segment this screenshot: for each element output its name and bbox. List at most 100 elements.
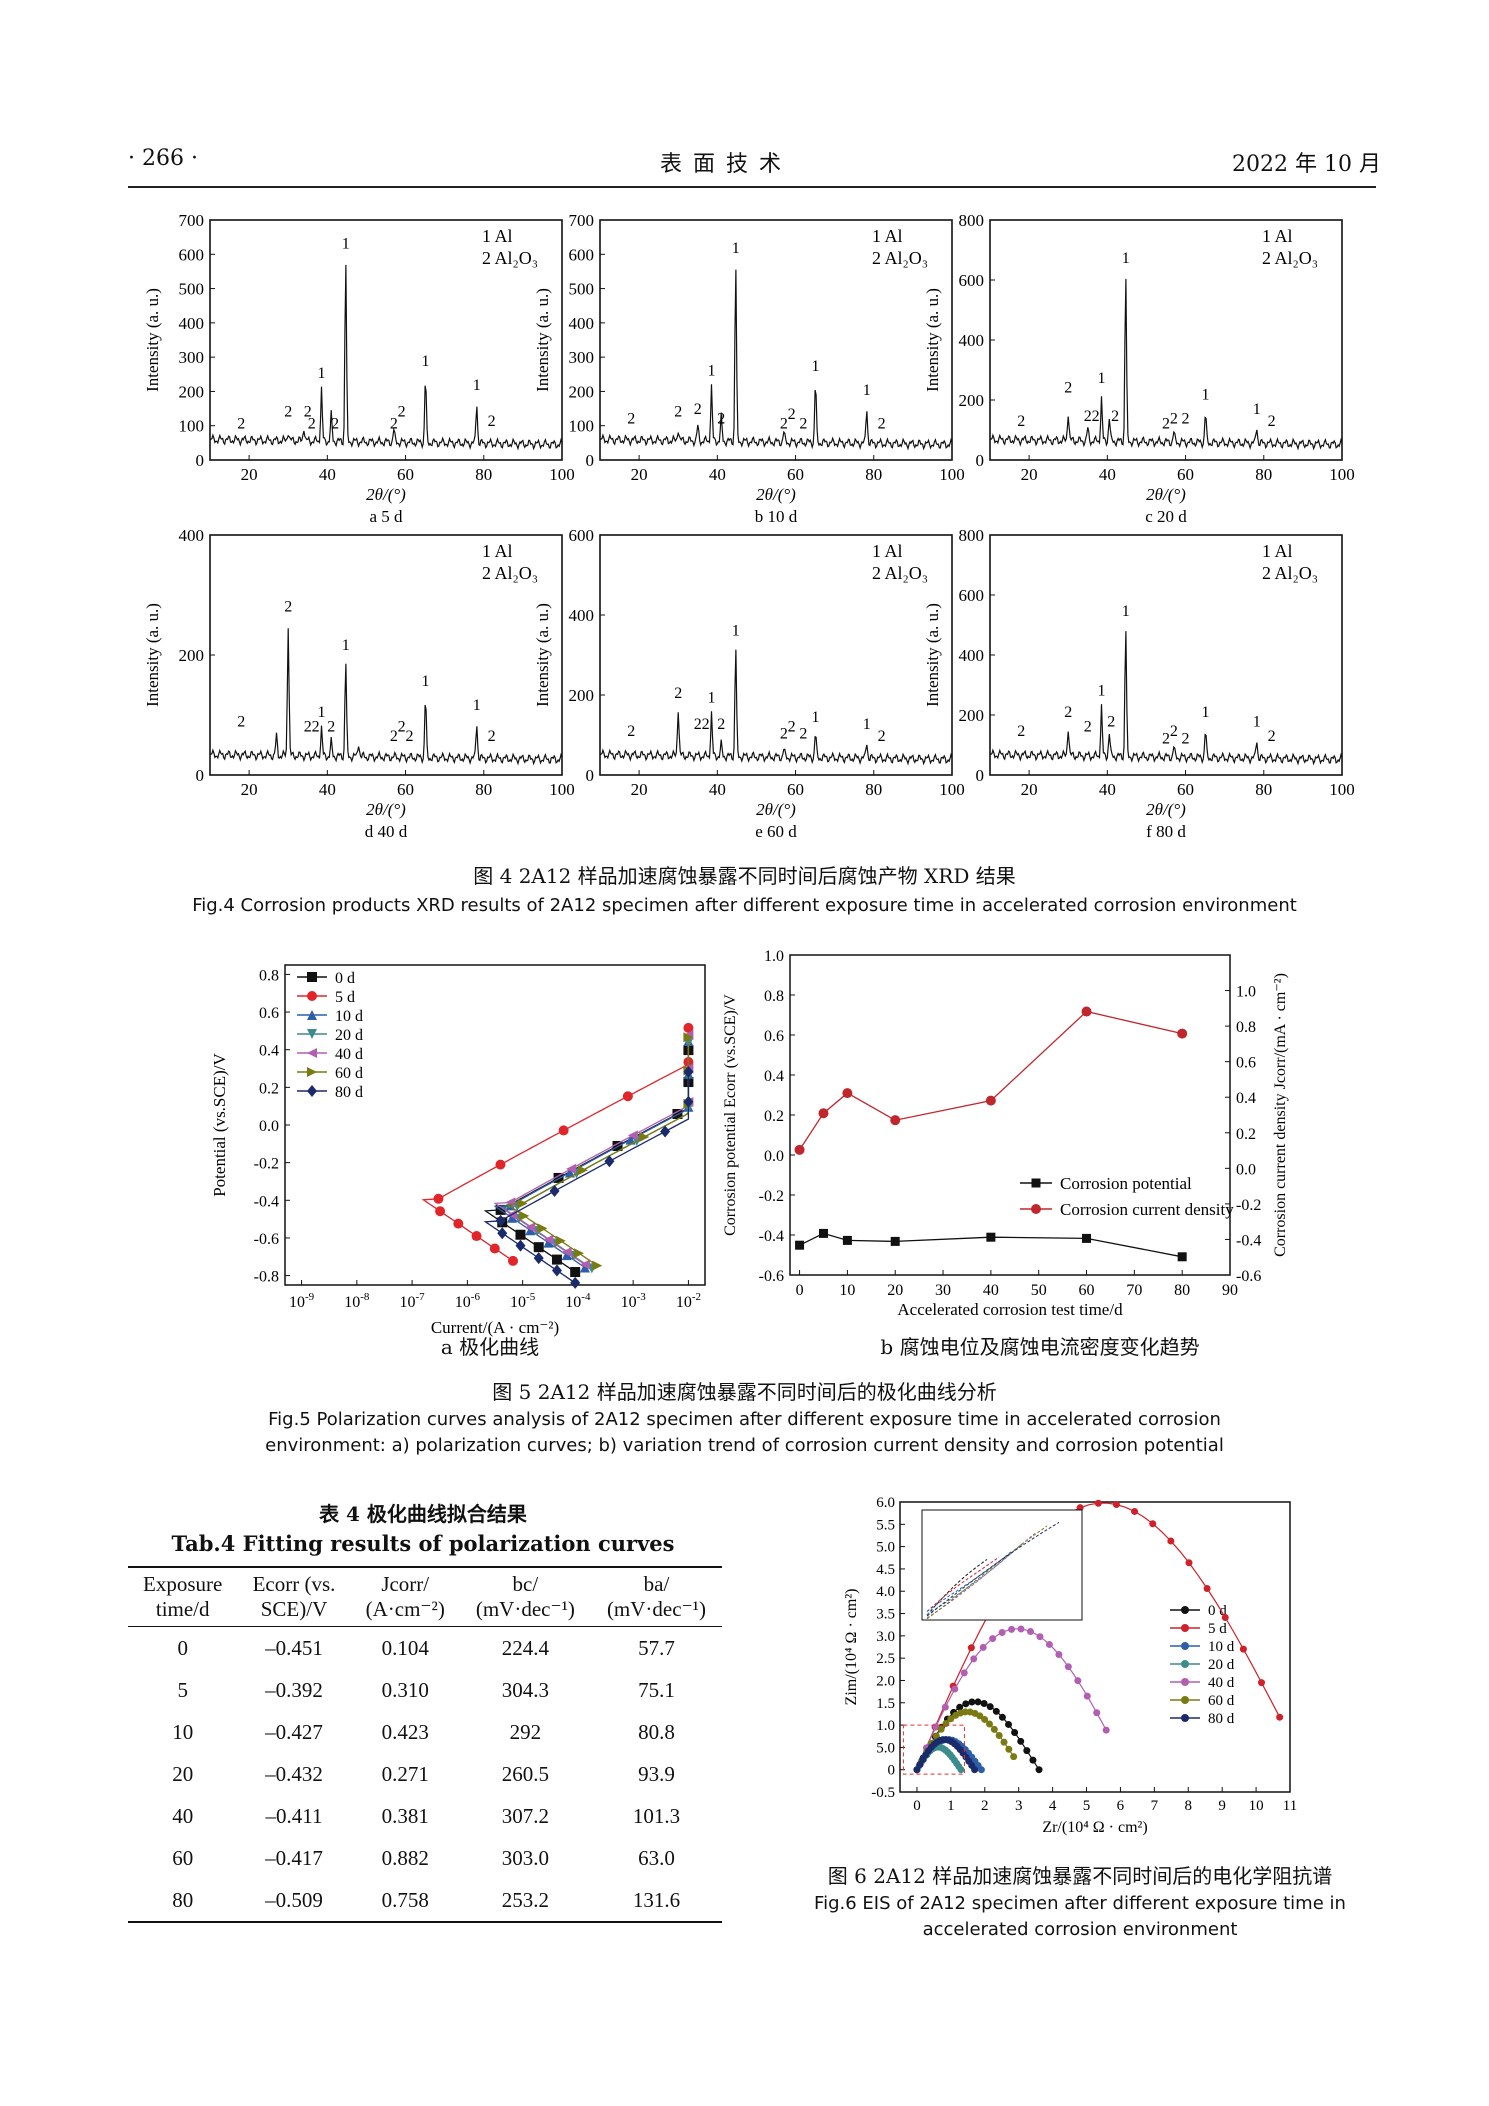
table-cell: 0.381	[381, 1803, 429, 1828]
legend-label: 20 d	[335, 1027, 363, 1044]
x-tick-label: 80	[1255, 465, 1272, 484]
y-tick-label: 200	[179, 646, 205, 665]
y-tick-label-left: 1.0	[764, 948, 784, 965]
fig5a-polarization-chart: 10-9 10-8 10-7 10-6 10-5 10-4 10-3 10-2 -0.8 -0.6…	[210, 964, 706, 1337]
series-marker	[471, 1231, 482, 1242]
peak-label: 1	[812, 709, 820, 726]
y-tick-label: -0.5	[871, 1785, 895, 1801]
peak-label: 2	[627, 723, 635, 740]
peak-label: 2	[788, 718, 796, 735]
data-point	[1017, 1625, 1025, 1633]
data-point	[1185, 1559, 1193, 1567]
table-cell: 0.758	[381, 1887, 429, 1912]
data-point	[1094, 1499, 1102, 1507]
data-point	[1010, 1753, 1018, 1761]
y-tick-label: 0	[586, 451, 595, 470]
plot-frame	[599, 219, 953, 461]
zoom-box	[902, 1724, 965, 1775]
peak-label: 2	[327, 718, 335, 735]
y-tick-label: 2.0	[876, 1673, 895, 1689]
data-point	[1167, 1537, 1175, 1545]
peak-label: 1	[1202, 387, 1210, 404]
th-ba: ba/(mV·dec⁻¹)	[606, 1572, 706, 1621]
x-tick-label: 10-8	[344, 1291, 370, 1311]
th-exposure: Exposure time/d	[143, 1572, 223, 1621]
journal-name: 表 面 技 术	[660, 152, 783, 177]
y-tick-label-right: -0.4	[1236, 1232, 1261, 1249]
data-point	[992, 1707, 1000, 1715]
series-marker	[307, 1029, 317, 1039]
data-point	[1064, 1663, 1072, 1671]
peak-label: 2	[237, 415, 245, 432]
table-cell: 0.104	[381, 1635, 429, 1660]
y-tick-label: 800	[959, 526, 985, 545]
table-cell: 80.8	[638, 1719, 675, 1744]
x-axis-label: Current/(A · cm⁻²)	[431, 1318, 559, 1337]
y-tick-label: 400	[179, 526, 205, 545]
peak-label: 2	[1064, 379, 1072, 396]
x-tick-label: 60	[1177, 465, 1194, 484]
panel-label: a 5 d	[369, 507, 403, 526]
table-cell: 303.0	[501, 1845, 549, 1870]
polarization-series: 20 d	[297, 1027, 694, 1274]
data-point	[1083, 1692, 1091, 1700]
y-tick-label: 5.0	[876, 1740, 895, 1756]
table-cell: 0	[177, 1635, 188, 1660]
peak-label: 1	[1122, 250, 1130, 267]
peak-label: 2	[284, 598, 292, 615]
series-marker	[566, 1163, 577, 1174]
polarization-series: 5 d	[297, 989, 694, 1266]
fig5b-label: b 腐蚀电位及腐蚀电流密度变化趋势	[880, 1335, 1200, 1359]
data-point	[1017, 1737, 1025, 1745]
plot-frame	[599, 534, 953, 776]
data-point	[795, 1240, 805, 1250]
data-point	[1035, 1766, 1043, 1774]
y-tick-label: 600	[959, 586, 985, 605]
y-tick-label-right: 0.2	[1236, 1126, 1256, 1143]
series-marker	[604, 1155, 615, 1168]
peak-label: 2	[627, 411, 635, 428]
table-cell: 101.3	[632, 1803, 681, 1828]
peak-label: 2	[694, 716, 702, 733]
series-marker	[570, 1276, 581, 1289]
x-tick-label: 90	[1222, 1282, 1238, 1299]
peak-label: 1	[1202, 704, 1210, 721]
y-tick-label-left: -0.2	[759, 1188, 784, 1205]
x-tick-label: 20	[631, 465, 648, 484]
y-tick-label: 600	[959, 271, 985, 290]
table-cell: 40	[172, 1803, 194, 1828]
legend-label: 40 d	[335, 1046, 363, 1063]
peak-label: 2	[237, 714, 245, 731]
y-tick-label: 800	[959, 211, 985, 230]
series-marker	[553, 1172, 564, 1183]
y-axis-label: Intensity (a. u.)	[143, 603, 162, 707]
peak-label: 1	[1097, 682, 1105, 699]
peak-label: 1	[1253, 714, 1261, 731]
data-point	[1221, 1613, 1229, 1621]
x-tick-label: 10	[839, 1282, 855, 1299]
peak-label: 2	[1170, 723, 1178, 740]
data-point	[1074, 1677, 1082, 1685]
series-marker	[558, 1125, 569, 1136]
peak-label: 2	[488, 728, 496, 745]
y-tick-label: 700	[179, 211, 205, 230]
y-tick-label-right: 0.6	[1236, 1055, 1256, 1072]
legend-al2o3: 2 Al₂O₃	[482, 248, 538, 268]
y-tick-label: 400	[959, 331, 985, 350]
y-tick-label: 6.0	[876, 1495, 895, 1511]
legend-label: 80 d	[335, 1084, 363, 1101]
peak-label: 1	[1122, 603, 1130, 620]
series-marker	[625, 1134, 636, 1145]
x-tick-label: 20	[241, 465, 258, 484]
x-axis-label: Accelerated corrosion test time/d	[897, 1300, 1123, 1319]
xrd-panel-e: 20 40 60 80 100 0 200 400 600 Intensity (a. u.) 2θ…	[533, 526, 965, 841]
legend-al: 1 Al	[1262, 541, 1293, 561]
peak-label: 1	[1097, 370, 1105, 387]
x-tick-label: 80	[1174, 1282, 1190, 1299]
data-point	[1008, 1625, 1016, 1633]
data-point	[990, 1725, 998, 1733]
x-tick-label: 10-5	[510, 1291, 536, 1311]
series-marker	[543, 1234, 554, 1245]
legend-al2o3: 2 Al₂O₃	[872, 563, 928, 583]
fig4-caption-en: Fig.4 Corrosion products XRD results of …	[192, 895, 1297, 916]
